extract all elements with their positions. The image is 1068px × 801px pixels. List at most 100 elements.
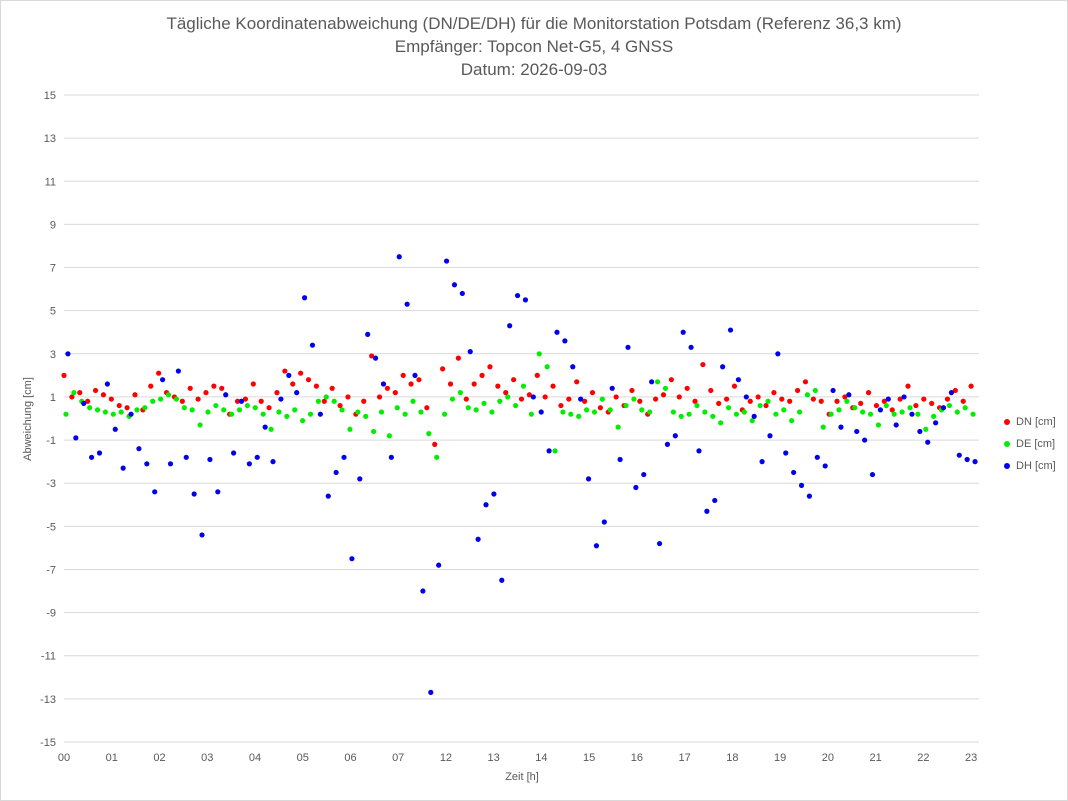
point-de	[394, 405, 400, 411]
point-de	[804, 392, 811, 398]
legend-item-de[interactable]: DE [cm]	[1004, 433, 1056, 455]
x-tick-label: 21	[870, 752, 882, 764]
point-de	[899, 409, 905, 415]
point-de	[505, 394, 511, 400]
chart-subtitle-receiver: Empfänger: Topcon Net-G5, 4 GNSS	[394, 37, 674, 56]
point-dh	[191, 491, 197, 497]
point-de	[465, 405, 471, 411]
point-dh	[499, 577, 505, 583]
point-dh	[341, 454, 347, 460]
point-dn	[337, 402, 343, 409]
point-dn	[802, 379, 809, 385]
point-dn	[77, 390, 83, 396]
point-dh	[144, 461, 150, 467]
point-dh	[507, 323, 513, 329]
point-de	[300, 418, 306, 424]
point-de	[473, 407, 479, 413]
point-dh	[933, 420, 939, 426]
point-dn	[416, 377, 422, 383]
grid-lines	[64, 94, 979, 743]
point-dh	[301, 295, 308, 301]
point-dn	[944, 396, 951, 402]
point-dh	[246, 461, 252, 467]
point-de	[236, 407, 243, 413]
legend-item-dh[interactable]: DH [cm]	[1004, 455, 1056, 477]
point-de	[915, 411, 921, 417]
point-de	[165, 392, 172, 398]
point-dn	[637, 398, 643, 404]
point-dh	[664, 441, 671, 447]
point-dh	[104, 381, 110, 387]
y-tick-label: 1	[50, 392, 56, 404]
point-de	[844, 398, 850, 404]
point-de	[946, 402, 953, 409]
y-tick-label: 13	[44, 133, 56, 145]
point-dh	[578, 396, 584, 402]
point-dh	[570, 364, 576, 370]
point-dn	[400, 372, 406, 378]
x-tick-label: 15	[583, 752, 595, 764]
point-de	[118, 409, 124, 415]
point-dn	[905, 383, 911, 389]
point-dn	[258, 398, 264, 404]
point-dn	[242, 396, 249, 402]
point-de	[173, 396, 180, 402]
point-dn	[716, 400, 722, 407]
point-dn	[897, 396, 903, 402]
point-dh	[735, 377, 742, 383]
point-de	[268, 426, 274, 432]
point-dh	[420, 588, 426, 594]
point-de	[789, 418, 795, 424]
point-dh	[925, 439, 931, 445]
point-de	[276, 409, 282, 415]
point-dh	[688, 344, 694, 350]
point-dn	[250, 381, 256, 387]
point-de	[434, 454, 440, 460]
y-tick-label: 3	[50, 349, 56, 361]
point-de	[678, 413, 684, 419]
point-dh	[696, 448, 702, 454]
point-dh	[73, 435, 79, 441]
y-axis-title: Abweichung [cm]	[22, 377, 34, 461]
x-tick-label: 12	[440, 752, 452, 764]
y-tick-label: -13	[40, 694, 56, 706]
point-de	[252, 405, 258, 411]
point-dh	[317, 411, 323, 417]
point-dh	[530, 394, 536, 400]
point-de	[197, 422, 203, 428]
point-dh	[278, 396, 284, 402]
x-axis-title: Zeit [h]	[505, 771, 539, 783]
point-dh	[593, 543, 600, 549]
legend-label-de: DE [cm]	[1016, 438, 1056, 450]
point-dn	[266, 405, 272, 411]
point-de	[355, 409, 361, 415]
point-dh	[514, 292, 521, 299]
point-dh	[767, 433, 773, 439]
point-de	[860, 409, 866, 415]
point-de	[315, 398, 321, 404]
point-dh	[199, 532, 205, 538]
legend: DN [cm] DE [cm] DH [cm]	[1004, 411, 1056, 477]
point-de	[781, 407, 787, 413]
x-axis-ticks: 00 01 02 03 04 05 06 07 12 13 14 15 16 17 18 19 20 21 22 23	[58, 752, 977, 764]
point-dh	[183, 454, 189, 460]
y-tick-label: -15	[40, 737, 56, 749]
point-dh	[743, 394, 749, 400]
point-dh	[380, 381, 387, 387]
legend-item-dn[interactable]: DN [cm]	[1004, 411, 1056, 433]
point-de	[907, 405, 913, 411]
point-de	[639, 407, 645, 413]
point-de	[63, 411, 69, 417]
point-dh	[238, 398, 245, 404]
point-dh	[65, 351, 71, 357]
point-dn	[384, 385, 391, 391]
point-dh	[601, 519, 607, 525]
point-dh	[656, 540, 663, 547]
point-dn	[881, 398, 887, 404]
point-de	[694, 402, 700, 409]
point-de	[94, 407, 101, 413]
point-de	[583, 407, 590, 413]
point-de	[331, 398, 337, 404]
y-tick-label: 9	[50, 219, 56, 231]
